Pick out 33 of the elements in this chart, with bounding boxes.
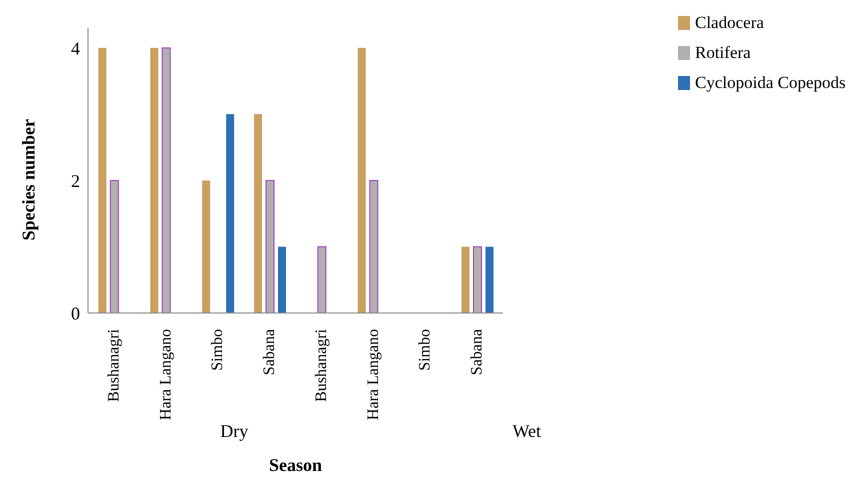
y-tick-label: 2 bbox=[71, 170, 80, 191]
bar bbox=[162, 47, 171, 313]
bar bbox=[473, 246, 482, 313]
bar bbox=[278, 246, 286, 313]
bar bbox=[317, 246, 326, 313]
legend-label: Cyclopoida Copepods bbox=[695, 73, 846, 93]
bar bbox=[358, 48, 366, 313]
x-tick-label: Simbo bbox=[416, 329, 434, 371]
x-tick-label: Bushanagri bbox=[312, 328, 330, 402]
bar bbox=[150, 48, 158, 313]
x-tick-label: Hara Langano bbox=[364, 329, 382, 420]
x-tick-label: Sabana bbox=[468, 329, 486, 376]
x-tick-label: Simbo bbox=[209, 329, 226, 371]
y-tick-label: 4 bbox=[71, 38, 80, 58]
legend-label: Cladocera bbox=[695, 13, 764, 33]
x-tick-label: Bushanagri bbox=[105, 328, 122, 402]
y-axis-title: Species number bbox=[18, 118, 38, 240]
bar bbox=[486, 246, 494, 313]
bar bbox=[369, 180, 378, 313]
bar bbox=[462, 246, 470, 313]
x-tick-label: Sabana bbox=[261, 329, 278, 376]
text: Dry bbox=[219, 421, 250, 442]
bar bbox=[254, 114, 262, 313]
x-tick-label: Hara Langano bbox=[157, 329, 174, 420]
bar bbox=[266, 180, 274, 313]
bar bbox=[202, 180, 210, 313]
text: Wet bbox=[511, 421, 542, 442]
legend-label: Rotifera bbox=[695, 43, 751, 63]
bar bbox=[98, 48, 106, 313]
x-axis-title: Season bbox=[268, 455, 322, 475]
bar bbox=[110, 180, 119, 313]
bar bbox=[226, 114, 234, 313]
y-tick-label: 0 bbox=[71, 303, 80, 324]
